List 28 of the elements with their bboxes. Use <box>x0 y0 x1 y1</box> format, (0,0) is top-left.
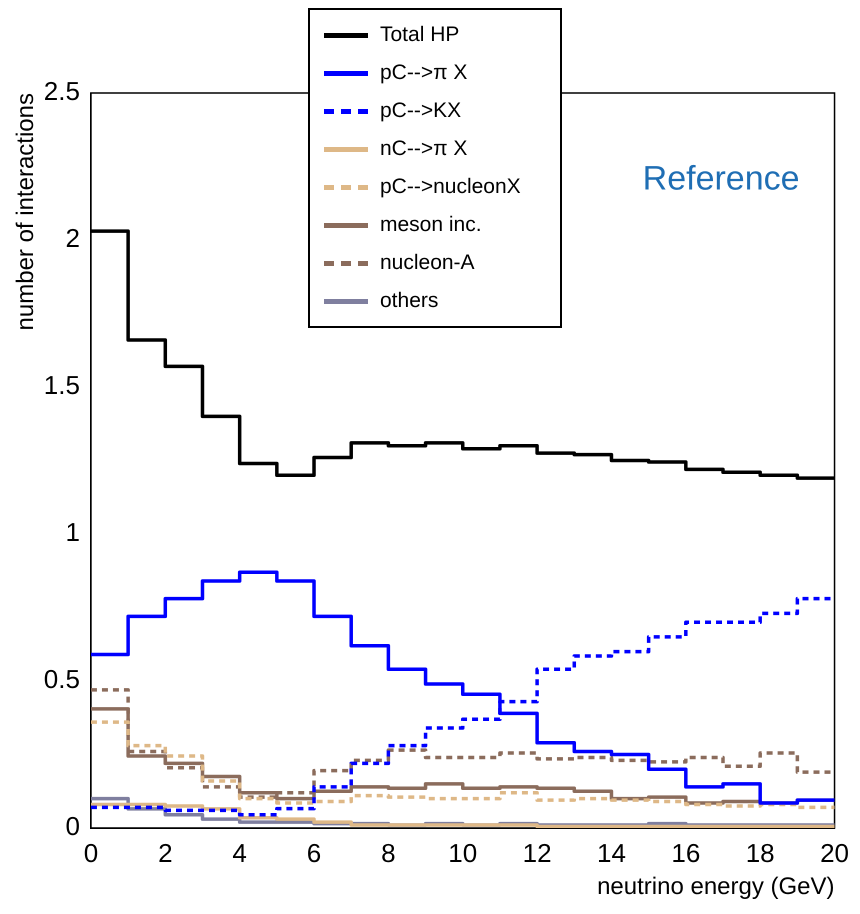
y-tick-label: 2 <box>65 223 80 254</box>
x-tick-label: 12 <box>522 838 552 868</box>
y-tick-label: 0 <box>65 811 80 842</box>
x-tick-label: 8 <box>381 838 396 868</box>
legend-label: pC-->π X <box>380 61 468 85</box>
y-tick-label: 1.5 <box>44 370 80 400</box>
legend-label: nucleon-A <box>380 251 475 275</box>
x-tick-label: 20 <box>820 838 849 868</box>
legend-label: others <box>380 289 438 313</box>
legend-label: nC-->π X <box>380 137 468 161</box>
x-tick-label: 4 <box>232 838 247 868</box>
legend-label: pC-->nucleonX <box>380 175 521 199</box>
x-tick-label: 16 <box>671 838 700 868</box>
y-tick-label: 0.5 <box>44 664 80 694</box>
y-axis-title: number of interactions <box>12 93 40 330</box>
legend-label: Total HP <box>380 23 460 47</box>
legend-label: pC-->KX <box>380 99 462 123</box>
x-tick-label: 2 <box>158 838 173 868</box>
x-tick-label: 18 <box>746 838 775 868</box>
x-tick-label: 0 <box>84 838 98 868</box>
x-tick-label: 6 <box>306 838 322 868</box>
x-axis-title: neutrino energy (GeV) <box>597 873 835 900</box>
y-tick-label: 2.5 <box>44 76 80 106</box>
y-tick-label: 1 <box>65 517 80 548</box>
x-tick-label: 10 <box>448 838 478 868</box>
legend-label: meson inc. <box>380 213 482 237</box>
annotation: Reference <box>642 159 800 198</box>
x-tick-label: 14 <box>597 838 626 868</box>
